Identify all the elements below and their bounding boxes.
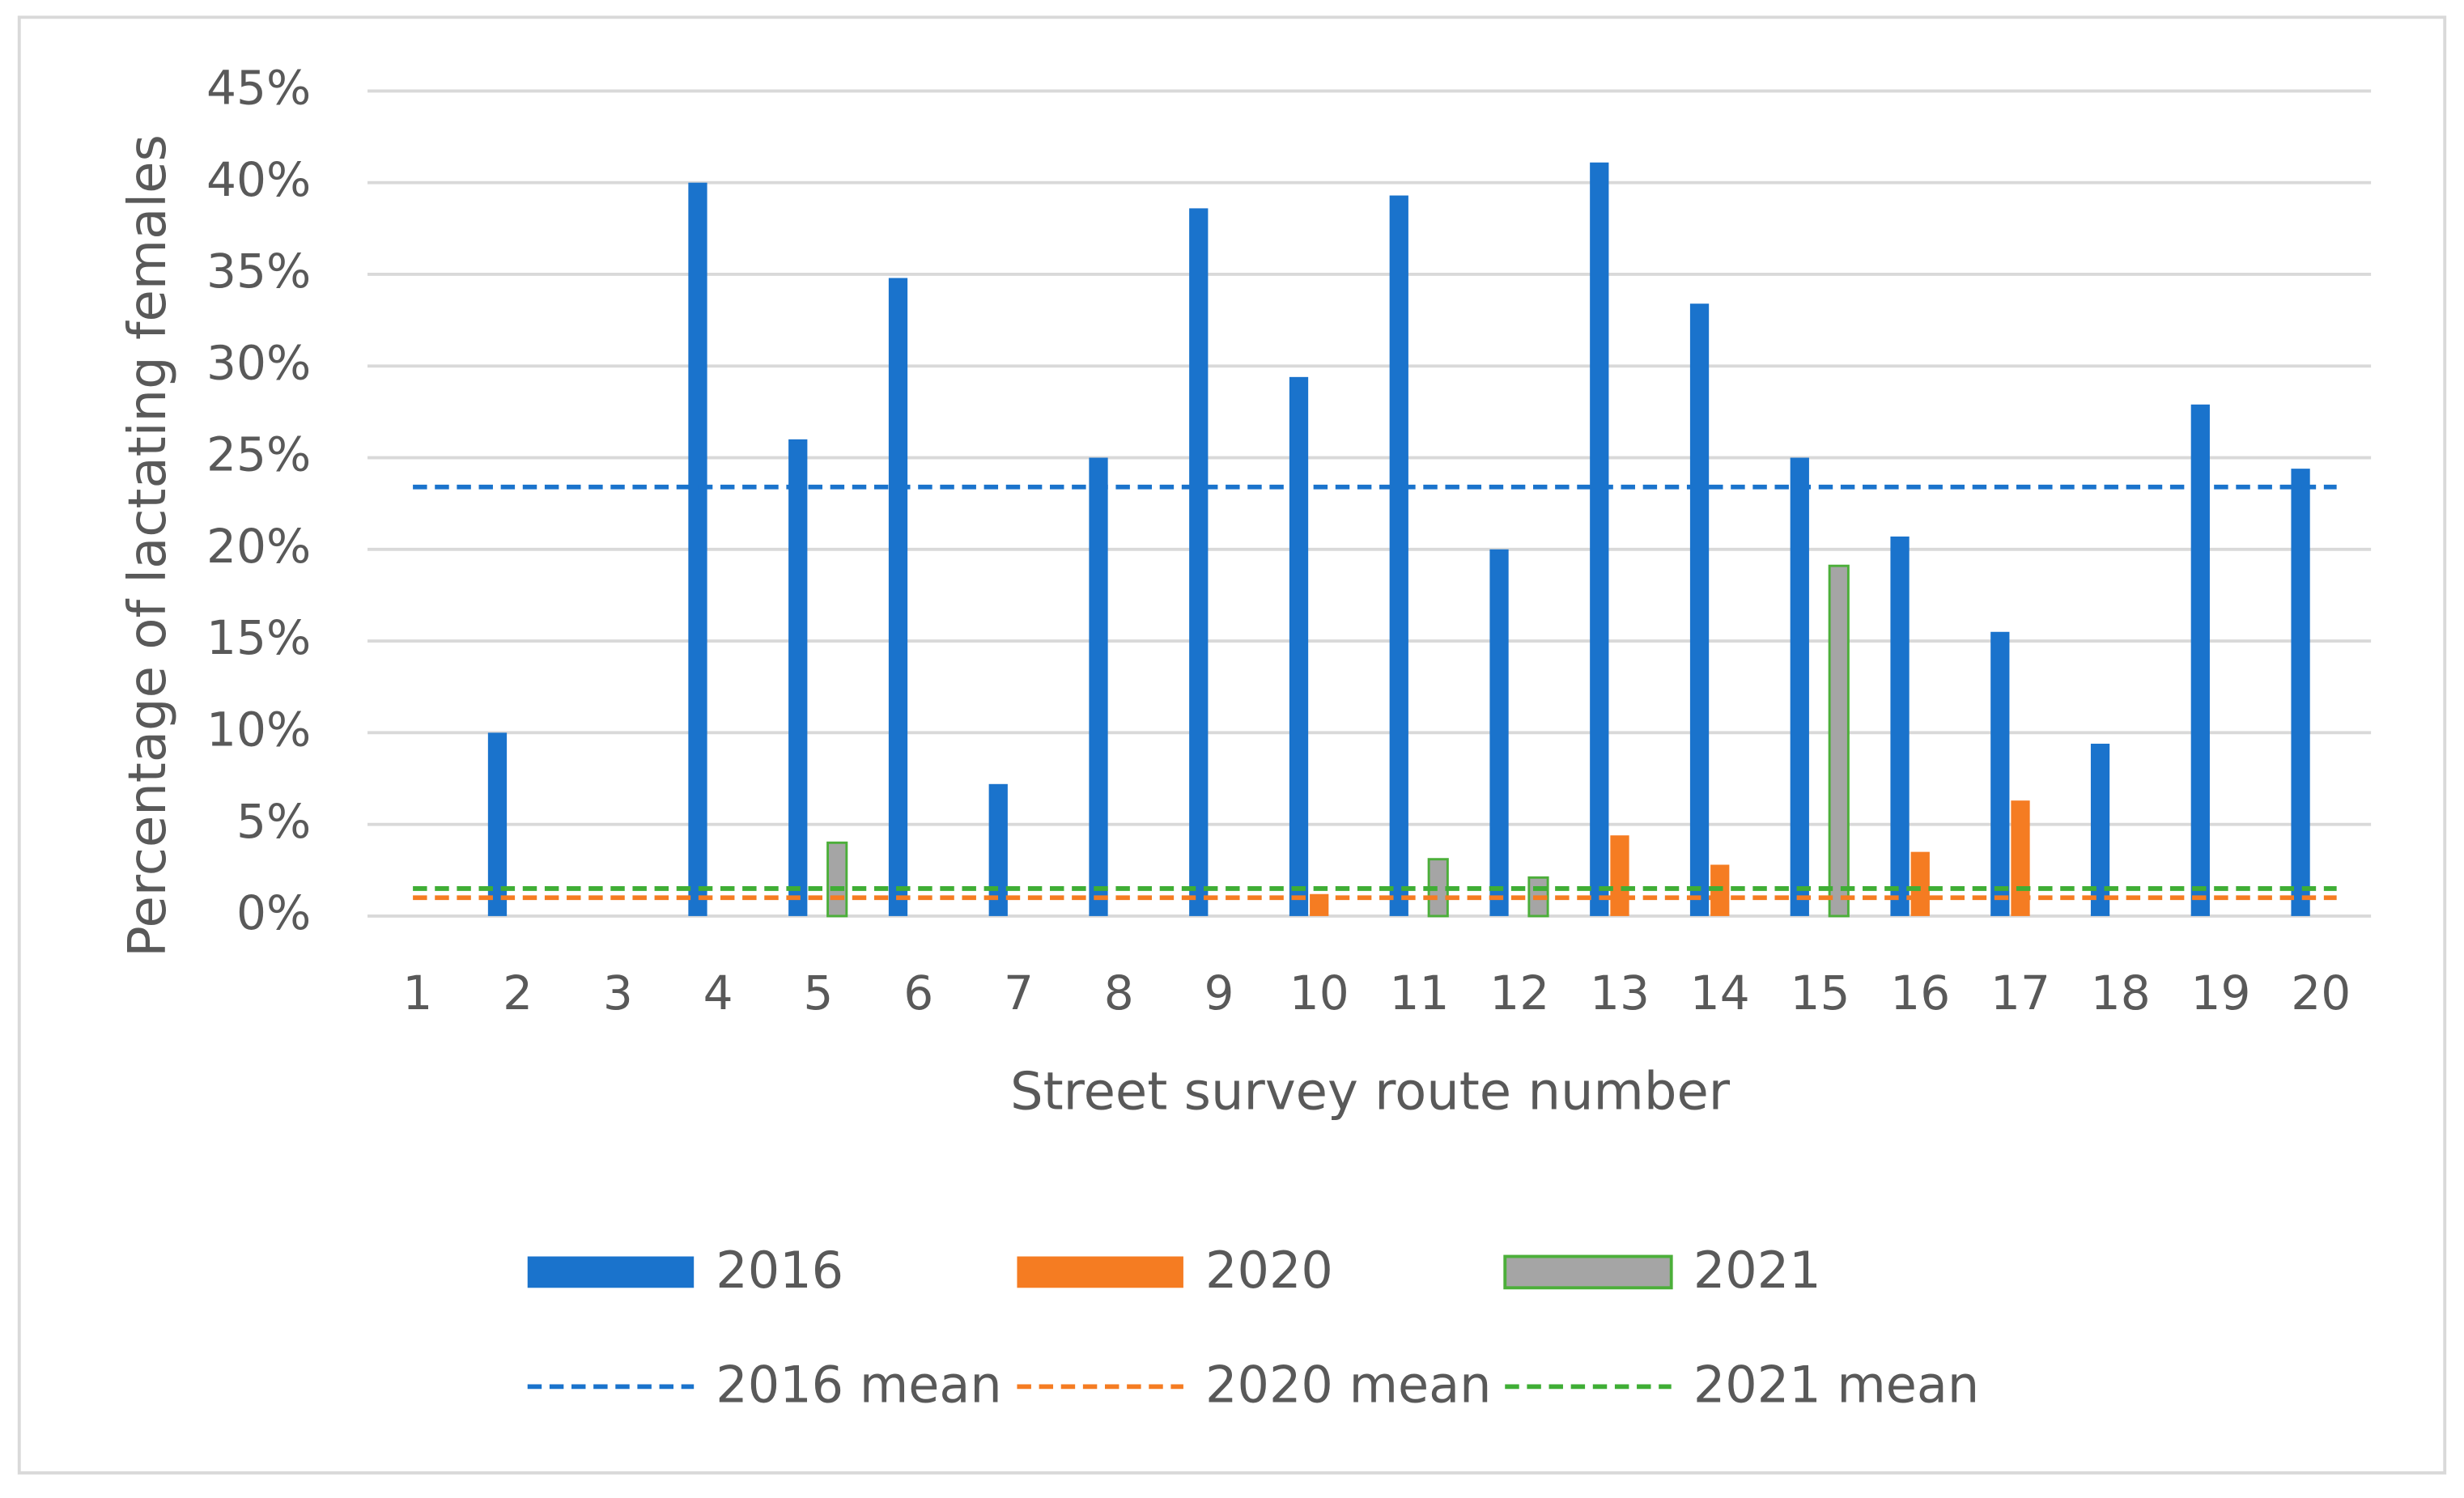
x-tick-label: 20 — [2291, 965, 2351, 1021]
x-tick-label: 14 — [1690, 965, 1750, 1021]
bar — [988, 783, 1008, 916]
legend-label: 2021 mean — [1693, 1355, 1979, 1414]
bar — [487, 732, 508, 916]
bar — [1489, 549, 1509, 916]
y-tick-label: 40% — [206, 152, 311, 207]
bar — [2190, 404, 2210, 916]
legend-label: 2016 — [716, 1241, 843, 1300]
bar — [1910, 851, 1930, 916]
x-axis-label: Street survey route number — [1010, 1062, 1731, 1122]
bar — [826, 841, 848, 918]
x-tick-label: 18 — [2091, 965, 2151, 1021]
y-tick-label: 15% — [206, 610, 311, 665]
bar — [1990, 631, 2010, 916]
x-tick-label: 2 — [503, 965, 533, 1021]
bar — [888, 278, 908, 916]
x-tick-label: 5 — [803, 965, 833, 1021]
x-tick-label: 6 — [903, 965, 933, 1021]
legend-label: 2016 mean — [716, 1355, 1001, 1414]
legend-label: 2020 — [1205, 1241, 1333, 1300]
bar — [2291, 469, 2310, 916]
x-tick-label: 19 — [2191, 965, 2251, 1021]
legend-label: 2020 mean — [1205, 1355, 1491, 1414]
x-tick-label: 17 — [1990, 965, 2050, 1021]
x-tick-label: 7 — [1004, 965, 1034, 1021]
bar — [688, 182, 707, 916]
y-tick-label: 0% — [236, 885, 311, 940]
y-tick-label: 30% — [206, 335, 311, 390]
chart-border — [17, 15, 2447, 1475]
bar — [1289, 376, 1309, 916]
x-tick-label: 13 — [1590, 965, 1650, 1021]
legend-swatch — [527, 1256, 695, 1288]
x-tick-label: 16 — [1890, 965, 1950, 1021]
x-tick-label: 4 — [703, 965, 733, 1021]
bar — [2090, 743, 2110, 916]
y-tick-label: 5% — [236, 794, 311, 849]
bar — [1089, 457, 1108, 916]
bar — [1610, 835, 1629, 916]
y-tick-label: 45% — [206, 61, 311, 116]
y-axis-label: Percentage of lactating females — [118, 134, 178, 957]
x-tick-label: 12 — [1489, 965, 1549, 1021]
x-tick-label: 9 — [1204, 965, 1234, 1021]
x-tick-label: 11 — [1389, 965, 1449, 1021]
bar — [1790, 457, 1809, 916]
bar — [1890, 536, 1910, 916]
y-tick-label: 20% — [206, 519, 311, 574]
bar — [1189, 208, 1209, 916]
y-tick-label: 25% — [206, 427, 311, 482]
bar — [1689, 303, 1710, 916]
x-tick-label: 10 — [1289, 965, 1349, 1021]
bar — [1389, 195, 1408, 916]
bar — [1828, 564, 1850, 918]
y-tick-label: 35% — [206, 244, 311, 299]
legend-label: 2021 — [1693, 1241, 1821, 1300]
x-tick-label: 15 — [1791, 965, 1850, 1021]
x-tick-label: 8 — [1104, 965, 1134, 1021]
x-tick-label: 1 — [402, 965, 432, 1021]
legend-swatch — [1017, 1256, 1183, 1288]
bar — [1590, 162, 1609, 916]
y-tick-label: 10% — [206, 702, 311, 757]
bar — [788, 439, 808, 916]
x-tick-label: 3 — [603, 965, 633, 1021]
legend-swatch — [1503, 1254, 1673, 1290]
